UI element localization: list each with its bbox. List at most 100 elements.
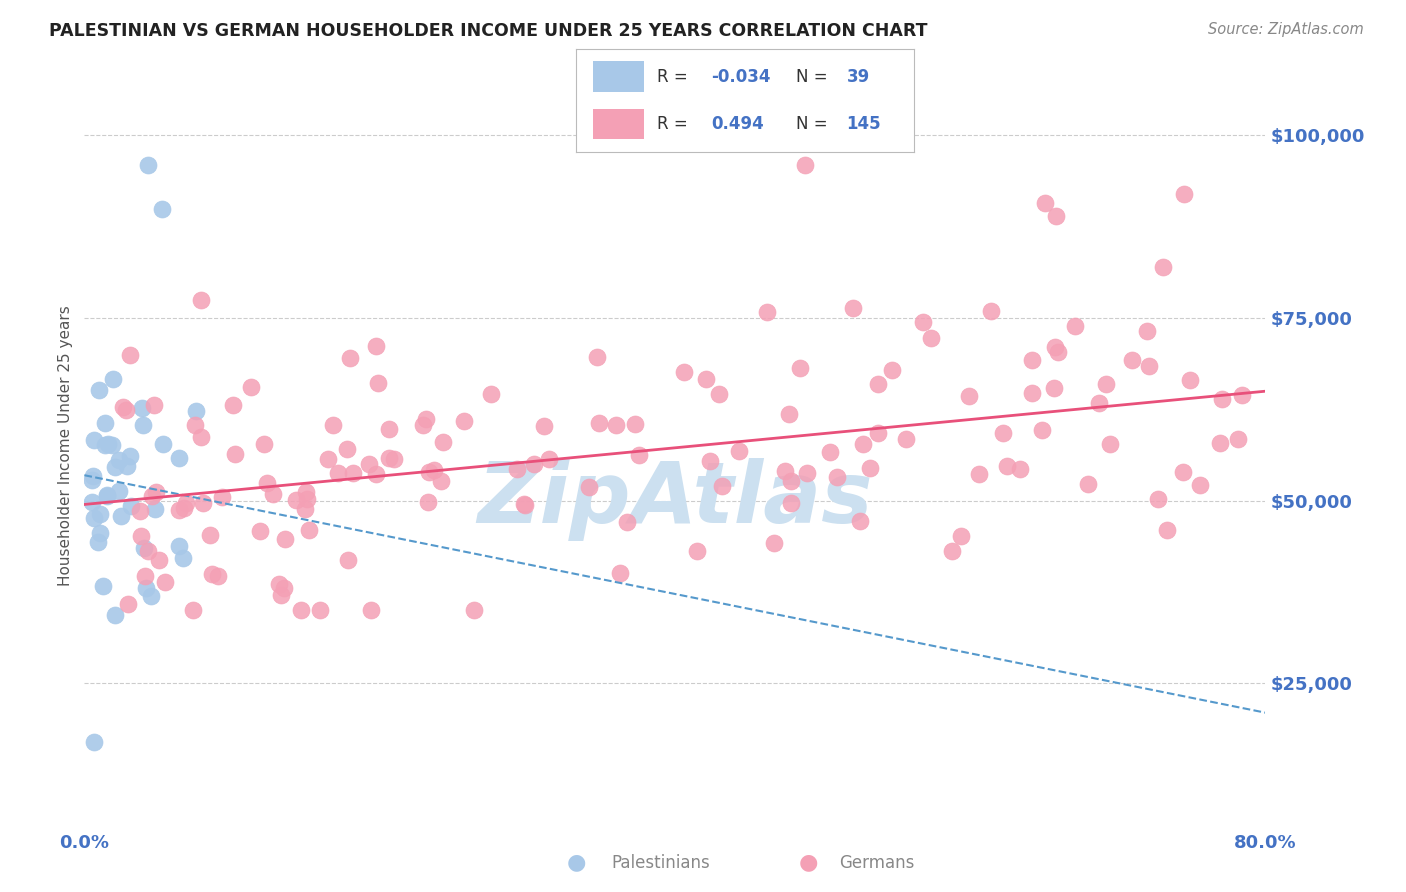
Point: [1045, 209, 1067, 223]
Point: [262, 486, 284, 500]
Point: [967, 467, 990, 482]
Point: [82, 469, 104, 483]
Point: [112, 400, 135, 414]
Point: [148, 553, 170, 567]
Point: [337, 552, 360, 566]
Point: [1043, 381, 1066, 395]
Point: [96, 489, 118, 503]
Point: [89, 525, 111, 540]
Point: [104, 608, 127, 623]
Point: [1136, 325, 1159, 339]
Point: [136, 158, 159, 172]
Point: [118, 348, 141, 362]
Point: [1077, 477, 1099, 491]
Point: [453, 414, 475, 428]
Point: [328, 466, 350, 480]
Point: [1008, 462, 1031, 476]
Point: [145, 485, 167, 500]
Point: [211, 491, 233, 505]
Point: [364, 339, 387, 353]
Point: [686, 544, 709, 558]
Point: [309, 603, 332, 617]
Point: [82, 495, 104, 509]
Point: [378, 451, 401, 466]
Point: [129, 504, 152, 518]
Point: [949, 529, 972, 543]
Point: [859, 460, 882, 475]
FancyBboxPatch shape: [593, 109, 644, 139]
Point: [605, 417, 627, 432]
Point: [628, 448, 651, 462]
Point: [104, 460, 127, 475]
Point: [91, 579, 114, 593]
Point: [295, 492, 318, 507]
Point: [616, 515, 638, 529]
Point: [115, 459, 138, 474]
Point: [796, 466, 818, 480]
Text: 0.494: 0.494: [711, 115, 765, 133]
Point: [364, 467, 387, 481]
Point: [699, 454, 721, 468]
Point: [578, 480, 600, 494]
Point: [269, 577, 291, 591]
Point: [418, 466, 440, 480]
Point: [432, 434, 454, 449]
Text: Palestinians: Palestinians: [612, 855, 710, 872]
Point: [1188, 478, 1211, 492]
Point: [201, 567, 224, 582]
Point: [184, 418, 207, 433]
Point: [1047, 344, 1070, 359]
FancyBboxPatch shape: [593, 62, 644, 92]
Point: [842, 301, 865, 315]
Point: [139, 589, 162, 603]
Point: [1099, 437, 1122, 451]
Point: [1021, 385, 1043, 400]
Point: [709, 386, 731, 401]
Point: [108, 453, 131, 467]
Point: [120, 450, 142, 464]
Point: [173, 500, 195, 515]
Point: [868, 426, 890, 441]
Point: [322, 418, 344, 433]
Point: [513, 498, 536, 512]
Point: [141, 489, 163, 503]
Point: [727, 444, 749, 458]
Point: [240, 380, 263, 394]
Point: [849, 514, 872, 528]
Point: [506, 462, 529, 476]
Point: [894, 432, 917, 446]
Point: [222, 398, 245, 412]
Point: [134, 541, 156, 555]
Point: [357, 457, 380, 471]
Point: [416, 495, 439, 509]
Point: [585, 350, 607, 364]
Point: [1209, 436, 1232, 450]
Point: [1087, 395, 1109, 409]
Point: [695, 372, 717, 386]
Point: [941, 543, 963, 558]
Point: [780, 496, 803, 510]
Point: [868, 377, 890, 392]
Text: 39: 39: [846, 68, 870, 86]
Point: [274, 532, 297, 546]
Point: [117, 597, 139, 611]
Point: [980, 303, 1002, 318]
Point: [1156, 523, 1178, 537]
Point: [818, 445, 841, 459]
Point: [342, 467, 364, 481]
Point: [463, 603, 485, 617]
Text: -0.034: -0.034: [711, 68, 770, 86]
Point: [143, 502, 166, 516]
Point: [134, 569, 156, 583]
Point: [920, 331, 942, 345]
Point: [186, 404, 208, 418]
Point: [129, 529, 152, 543]
Point: [1137, 359, 1160, 373]
Point: [1230, 388, 1253, 402]
Point: [778, 407, 800, 421]
Text: ●: ●: [799, 853, 818, 872]
Point: [1121, 353, 1143, 368]
Point: [763, 536, 786, 550]
Point: [367, 376, 389, 390]
Point: [101, 372, 124, 386]
